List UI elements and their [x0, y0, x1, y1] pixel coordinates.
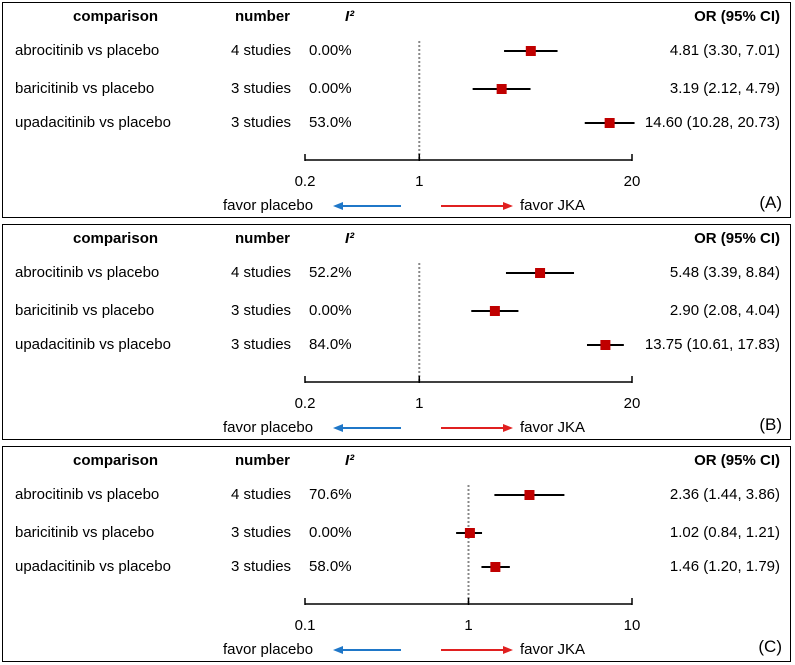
favor-jka-arrowhead: [503, 646, 513, 654]
row-comparison: upadacitinib vs placebo: [15, 336, 171, 353]
row-number: 4 studies: [231, 486, 292, 503]
row-or-ci: 14.60 (10.28, 20.73): [644, 114, 780, 131]
or-marker: [490, 562, 501, 572]
or-marker: [496, 84, 507, 94]
row-number: 3 studies: [231, 114, 292, 131]
or-marker: [535, 268, 546, 278]
row-i2: 84.0%: [309, 336, 352, 353]
row-number: 4 studies: [231, 42, 292, 59]
header-i2: I²: [345, 452, 355, 469]
row-i2: 0.00%: [309, 302, 352, 319]
or-marker: [525, 46, 536, 56]
row-number: 4 studies: [231, 264, 292, 281]
favor-jka-label: favor JKA: [520, 197, 586, 214]
x-tick-label: 0.2: [294, 395, 316, 412]
header-number: number: [235, 452, 291, 469]
row-number: 3 studies: [231, 558, 292, 575]
favor-jka-label: favor JKA: [520, 419, 586, 436]
x-tick-label: 10: [623, 617, 641, 634]
header-comparison: comparison: [73, 230, 159, 247]
favor-placebo-label: favor placebo: [223, 641, 314, 658]
or-marker: [524, 490, 535, 500]
row-or-ci: 1.02 (0.84, 1.21): [669, 524, 780, 541]
row-comparison: upadacitinib vs placebo: [15, 114, 171, 131]
row-i2: 0.00%: [309, 42, 352, 59]
forest-panel: comparison number I² OR (95% CI) 0.1 1 10 abroc…: [2, 446, 791, 662]
panel-label: (A): [759, 193, 782, 212]
row-comparison: abrocitinib vs placebo: [15, 42, 160, 59]
row-or-ci: 2.90 (2.08, 4.04): [669, 302, 780, 319]
header-number: number: [235, 8, 291, 25]
forest-panel: comparison number I² OR (95% CI) 0.2 1 20 abroc…: [2, 2, 791, 218]
row-i2: 52.2%: [309, 264, 352, 281]
row-number: 3 studies: [231, 302, 292, 319]
row-or-ci: 5.48 (3.39, 8.84): [669, 264, 780, 281]
x-tick-label: 0.1: [294, 617, 316, 634]
forest-plot-svg: [304, 485, 633, 654]
row-number: 3 studies: [231, 336, 292, 353]
x-tick-label: 0.2: [294, 173, 316, 190]
row-or-ci: 3.19 (2.12, 4.79): [669, 80, 780, 97]
favor-placebo-label: favor placebo: [223, 197, 314, 214]
or-marker: [489, 306, 500, 316]
row-comparison: abrocitinib vs placebo: [15, 264, 160, 281]
forest-plot-svg: [304, 263, 633, 432]
row-comparison: upadacitinib vs placebo: [15, 558, 171, 575]
header-or-ci: OR (95% CI): [694, 8, 780, 25]
row-number: 3 studies: [231, 524, 292, 541]
row-or-ci: 4.81 (3.30, 7.01): [669, 42, 780, 59]
row-comparison: abrocitinib vs placebo: [15, 486, 160, 503]
row-comparison: baricitinib vs placebo: [15, 524, 155, 541]
row-i2: 53.0%: [309, 114, 352, 131]
x-tick-label: 20: [623, 173, 641, 190]
or-marker: [600, 340, 611, 350]
header-i2: I²: [345, 8, 355, 25]
row-number: 3 studies: [231, 80, 292, 97]
row-or-ci: 2.36 (1.44, 3.86): [669, 486, 780, 503]
row-i2: 0.00%: [309, 524, 352, 541]
panel-label: (C): [758, 637, 782, 656]
header-comparison: comparison: [73, 8, 159, 25]
header-i2: I²: [345, 230, 355, 247]
row-i2: 58.0%: [309, 558, 352, 575]
or-marker: [604, 118, 615, 128]
favor-placebo-label: favor placebo: [223, 419, 314, 436]
row-i2: 70.6%: [309, 486, 352, 503]
forest-panel: comparison number I² OR (95% CI) 0.2 1 20 abroc…: [2, 224, 791, 440]
header-comparison: comparison: [73, 452, 159, 469]
x-tick-label: 1: [415, 395, 424, 412]
favor-jka-label: favor JKA: [520, 641, 586, 658]
row-or-ci: 13.75 (10.61, 17.83): [644, 336, 780, 353]
row-or-ci: 1.46 (1.20, 1.79): [669, 558, 780, 575]
row-i2: 0.00%: [309, 80, 352, 97]
favor-jka-arrowhead: [503, 202, 513, 210]
or-marker: [464, 528, 475, 538]
panel-label: (B): [759, 415, 782, 434]
row-comparison: baricitinib vs placebo: [15, 302, 155, 319]
header-number: number: [235, 230, 291, 247]
forest-plot-svg: [304, 41, 635, 210]
favor-placebo-arrowhead: [333, 202, 343, 210]
x-tick-label: 20: [623, 395, 641, 412]
x-tick-label: 1: [415, 173, 424, 190]
favor-jka-arrowhead: [503, 424, 513, 432]
header-or-ci: OR (95% CI): [694, 452, 780, 469]
x-tick-label: 1: [464, 617, 473, 634]
favor-placebo-arrowhead: [333, 646, 343, 654]
header-or-ci: OR (95% CI): [694, 230, 780, 247]
row-comparison: baricitinib vs placebo: [15, 80, 155, 97]
favor-placebo-arrowhead: [333, 424, 343, 432]
